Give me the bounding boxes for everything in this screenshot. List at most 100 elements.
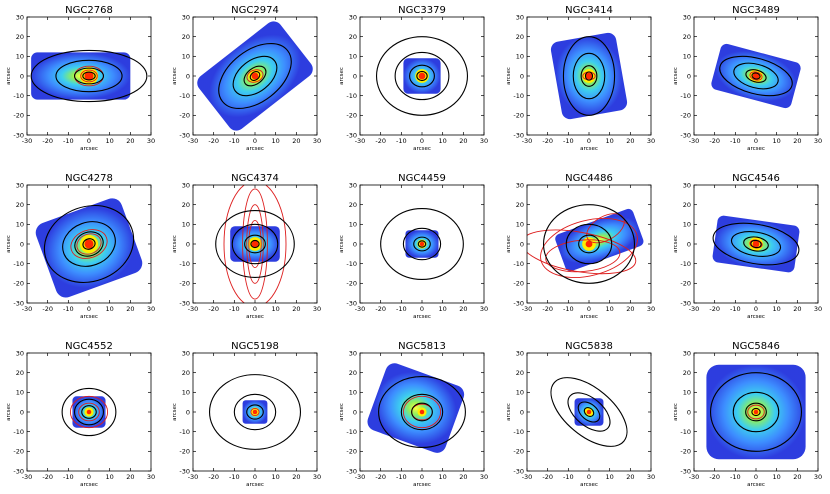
y-tick-label: 10 [182, 221, 190, 229]
y-tick-label: 0 [687, 72, 691, 80]
y-tick-label: 30 [16, 181, 24, 189]
isophote [208, 374, 302, 450]
y-tick-label: 30 [683, 13, 691, 21]
x-tick-label: 10 [773, 137, 781, 145]
x-tick-label: -20 [375, 137, 386, 145]
x-tick-label: -30 [355, 473, 366, 481]
y-tick-label: 20 [16, 201, 24, 209]
x-tick-label: 10 [106, 473, 114, 481]
y-tick-label: -20 [513, 280, 524, 288]
isophote [542, 204, 636, 284]
red-contour [248, 219, 262, 269]
red-contour [250, 408, 260, 416]
panel-ngc3489: -30 -20 -10 0 10 20 30 -30 -20 -10 0 10 20 30 arcsec ar… [673, 5, 822, 152]
center-peak [251, 72, 259, 80]
x-tick-label: -10 [396, 473, 407, 481]
panel-ngc3379: -30 -20 -10 0 10 20 30 -30 -20 -10 0 10 20 30 arcsec ar… [339, 5, 488, 152]
isophote [215, 210, 295, 278]
panel-title: NGC5846 [732, 341, 780, 352]
panel-plot-area [61, 387, 117, 437]
panel-plot-area [197, 21, 313, 131]
isophote [74, 231, 104, 257]
x-tick-label: 20 [459, 473, 467, 481]
x-axis-label: arcsec [747, 314, 765, 320]
y-tick-label: 0 [20, 72, 24, 80]
x-tick-label: -10 [63, 305, 74, 313]
isophote [562, 36, 616, 116]
panel-ngc4374: -30 -20 -10 0 10 20 30 -30 -20 -10 0 10 20 30 arcsec ar… [172, 173, 321, 320]
isophote [244, 234, 266, 254]
y-axis-label: arcsec [506, 403, 512, 421]
y-tick-label: -10 [346, 92, 357, 100]
x-tick-label: -20 [208, 137, 219, 145]
x-axis-label: arcsec [246, 314, 264, 320]
y-tick-label: 20 [516, 33, 524, 41]
panel-plot-area [215, 185, 295, 303]
x-tick-label: -30 [522, 305, 533, 313]
y-tick-label: 30 [516, 13, 524, 21]
isophote [413, 236, 431, 252]
panel-title: NGC4278 [65, 173, 113, 184]
y-tick-label: 20 [16, 33, 24, 41]
y-tick-label: -20 [13, 112, 24, 120]
isophote [572, 52, 606, 100]
panel-title: NGC4459 [398, 173, 446, 184]
isophote [61, 387, 117, 437]
y-tick-label: 30 [516, 181, 524, 189]
center-peak [753, 409, 759, 415]
x-tick-label: 30 [814, 305, 822, 313]
panel-plot-area [550, 32, 628, 120]
isophote [719, 55, 793, 97]
panel-title: NGC5813 [398, 341, 446, 352]
y-tick-label: 0 [186, 408, 190, 416]
center-peak [86, 409, 92, 415]
x-tick-label: -30 [188, 137, 199, 145]
center-peak [419, 241, 425, 247]
x-tick-label: -10 [229, 473, 240, 481]
x-tick-label: -10 [229, 137, 240, 145]
y-tick-label: -20 [179, 112, 190, 120]
isophote [250, 239, 260, 249]
x-tick-label: 20 [126, 305, 134, 313]
y-tick-label: -20 [13, 448, 24, 456]
y-tick-label: -30 [346, 467, 357, 475]
panel-title: NGC2768 [65, 5, 113, 16]
y-axis-label: arcsec [339, 235, 345, 253]
x-tick-label: 30 [480, 473, 488, 481]
x-tick-label: 10 [272, 137, 280, 145]
y-tick-label: 0 [353, 72, 357, 80]
center-peak [419, 409, 425, 415]
x-tick-label: -20 [42, 305, 53, 313]
x-tick-label: -10 [730, 137, 741, 145]
y-tick-label: -20 [13, 280, 24, 288]
y-tick-label: -10 [179, 92, 190, 100]
x-tick-label: 30 [647, 305, 655, 313]
x-axis-label: arcsec [580, 482, 598, 488]
y-tick-label: 0 [20, 240, 24, 248]
isophote [233, 393, 277, 431]
y-tick-label: -30 [13, 131, 24, 139]
y-tick-label: 30 [182, 349, 190, 357]
y-tick-label: 0 [687, 240, 691, 248]
x-tick-label: -20 [542, 137, 553, 145]
x-axis-label: arcsec [80, 482, 98, 488]
y-tick-label: -30 [680, 467, 691, 475]
panel-title: NGC5838 [565, 341, 613, 352]
y-tick-label: 10 [683, 221, 691, 229]
x-tick-label: -30 [689, 137, 700, 145]
y-tick-label: 20 [683, 201, 691, 209]
y-tick-label: 10 [16, 221, 24, 229]
isophote [709, 372, 803, 452]
panel-plot-area [550, 377, 628, 447]
x-tick-label: -20 [42, 473, 53, 481]
center-peak [251, 240, 259, 248]
x-axis-label: arcsec [413, 482, 431, 488]
x-tick-label: 10 [106, 137, 114, 145]
panel-title: NGC3414 [565, 5, 613, 16]
y-tick-label: 10 [16, 389, 24, 397]
panel-ngc4546: -30 -20 -10 0 10 20 30 -30 -20 -10 0 10 20 30 arcsec ar… [673, 173, 822, 320]
isophote [416, 70, 428, 82]
y-axis-label: arcsec [673, 67, 679, 85]
y-tick-label: -10 [13, 260, 24, 268]
panel-plot-area [380, 208, 464, 280]
